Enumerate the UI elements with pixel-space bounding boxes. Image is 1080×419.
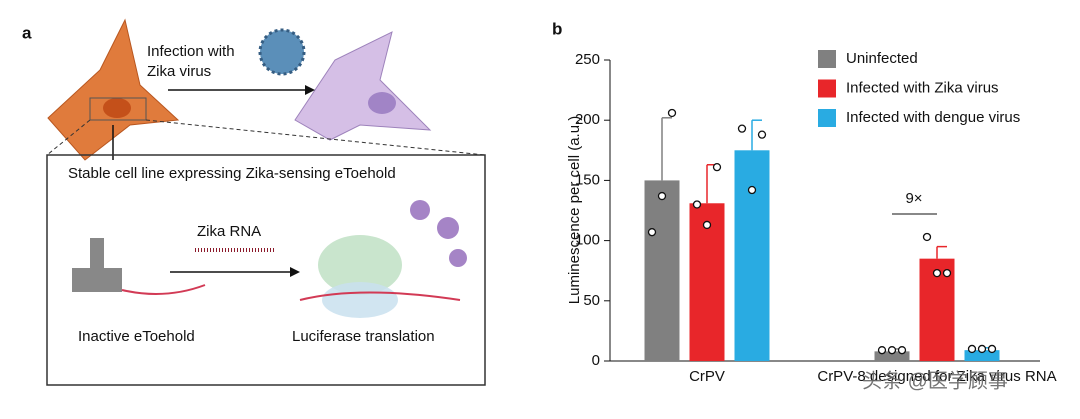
luciferase [410, 200, 430, 220]
zoom-line [145, 119, 486, 156]
text: Stable cell line expressing Zika-sensing… [68, 165, 396, 182]
luciferase [437, 217, 459, 239]
x-tick-label: CrPV [689, 368, 725, 385]
legend-label: Uninfected [846, 50, 918, 67]
data-point [877, 346, 887, 355]
text: Luciferase translation [292, 328, 435, 345]
data-point [757, 130, 767, 139]
ribosome [318, 235, 402, 295]
data-point [977, 344, 987, 354]
bar [734, 150, 770, 361]
data-point [942, 268, 952, 278]
infected-cell [47, 18, 180, 161]
data-point [692, 200, 702, 209]
luciferase [449, 249, 467, 267]
toehold-icon [72, 268, 122, 292]
y-tick-label: 50 [583, 292, 600, 309]
text: Zika RNA [197, 223, 261, 240]
legend-swatch [818, 50, 836, 68]
ribosome [322, 282, 398, 318]
detail-box [46, 154, 486, 386]
annotation: 9× [905, 190, 922, 207]
legend-swatch [818, 109, 836, 127]
data-point [737, 124, 747, 133]
mrna [121, 284, 206, 295]
bar [644, 180, 680, 361]
data-point [922, 232, 932, 242]
data-point [647, 228, 657, 237]
nucleus [368, 92, 396, 114]
y-tick-label: 150 [575, 171, 600, 188]
toehold-icon [90, 238, 104, 270]
data-point [747, 185, 757, 195]
data-point [657, 191, 667, 201]
panel-label: a [22, 23, 32, 42]
text: Zika virus [147, 63, 211, 80]
y-axis-label: Luminescence per cell (a.u.) [566, 116, 583, 304]
data-point [932, 268, 942, 278]
y-tick-label: 100 [575, 232, 600, 249]
x-tick-label: CrPV-8 designed for Zika virus RNA [817, 368, 1056, 385]
zoom-box [89, 97, 147, 121]
y-tick-label: 0 [592, 352, 600, 369]
data-point [987, 344, 997, 354]
bar [689, 203, 725, 361]
arrowhead [305, 85, 315, 95]
data-point [897, 346, 907, 355]
text: Infection with [147, 43, 235, 60]
bar [874, 351, 910, 361]
zoom-line [46, 119, 91, 156]
data-point [712, 163, 722, 172]
cell [294, 31, 432, 141]
text: Inactive eToehold [78, 328, 195, 345]
nucleus [103, 98, 131, 118]
bar [964, 350, 1000, 361]
panel-label: b [552, 19, 562, 38]
data-point [702, 220, 712, 230]
data-point [967, 344, 977, 354]
virus-icon [258, 28, 306, 76]
arrowhead [290, 267, 300, 277]
legend-label: Infected with Zika virus [846, 79, 999, 96]
legend-swatch [818, 79, 836, 98]
watermark: 头条 @医学顾事 [862, 369, 1008, 392]
data-point [887, 346, 897, 355]
data-point [667, 108, 677, 118]
legend-label: Infected with dengue virus [846, 109, 1020, 126]
y-tick-label: 200 [575, 111, 600, 128]
y-tick-label: 250 [575, 51, 600, 68]
mrna [299, 291, 461, 301]
